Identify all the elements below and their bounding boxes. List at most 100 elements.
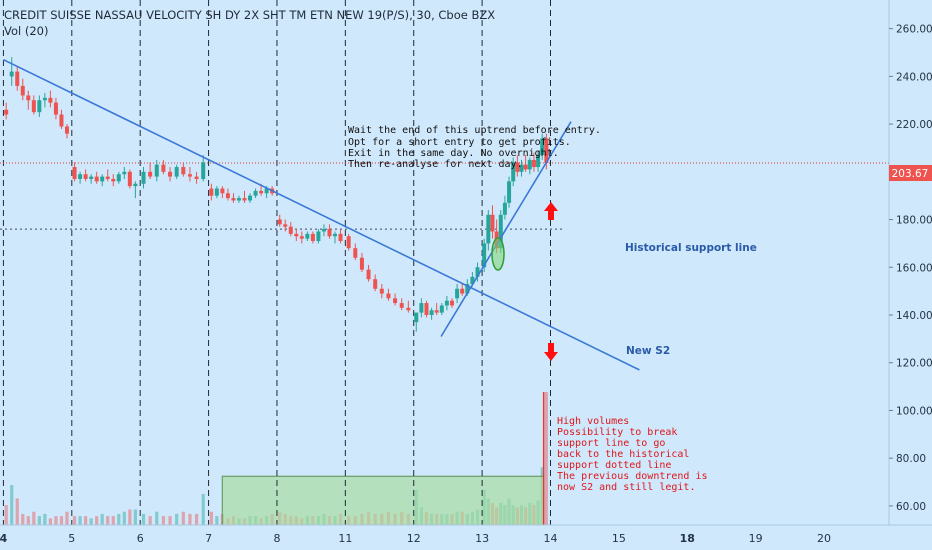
volume-bar [215, 516, 219, 525]
price-axis-label: 80.00 [896, 453, 926, 465]
price-axis-label: 100.00 [896, 405, 932, 417]
candle-body [536, 155, 541, 168]
candle-body [248, 195, 253, 201]
candle-body [236, 198, 241, 201]
time-axis-label: 11 [338, 532, 352, 545]
candle-body [214, 188, 219, 196]
time-axis-label: 20 [817, 532, 831, 545]
candle-body [288, 226, 293, 234]
time-axis[interactable]: 4 5 6 7 8 11 12 13 14 15 18 19 20 [0, 532, 831, 545]
candle-body [424, 303, 429, 315]
price-axis-label: 60.00 [896, 501, 926, 513]
candle-body [444, 300, 449, 306]
volume-bar [181, 511, 185, 525]
arrow-down-icon [544, 343, 558, 361]
downtrend-line [3, 58, 640, 371]
support-label: Historical support line [625, 242, 757, 254]
volume-note-line: back to the historical [557, 449, 689, 460]
candle-body [225, 193, 230, 199]
volume-bar [59, 516, 64, 525]
volume-bar [128, 509, 132, 525]
strategy-note-line: Then re-analyse for next day. [348, 159, 523, 170]
volume-bar [111, 516, 115, 525]
volume-bar [106, 516, 110, 525]
candle-body [20, 85, 25, 96]
candle-body [9, 71, 14, 77]
candle-body [460, 288, 465, 294]
price-axis-label: 140.00 [896, 310, 932, 322]
volume-bar [10, 485, 14, 525]
candle-body [321, 229, 326, 232]
price-axis[interactable]: 60.00 80.00 100.00 120.00 140.00 160.00 180.00… [889, 24, 932, 513]
price-axis-label: 240.00 [896, 71, 932, 83]
volume-note-line: support line to go [557, 438, 665, 449]
candle-body [105, 176, 110, 179]
volume-bar [26, 516, 30, 525]
candle-body [168, 171, 173, 177]
strategy-note-line: Exit in the same day. No overnight. [348, 148, 559, 159]
volume-bar [54, 516, 58, 525]
volume-bar [72, 516, 77, 525]
candle-body [419, 303, 424, 313]
candle-body [338, 233, 343, 242]
candle-body [64, 126, 69, 134]
candle-body [519, 164, 524, 172]
candle-body [486, 214, 491, 244]
candles-layer [4, 57, 549, 332]
candle-body [116, 174, 121, 182]
candle-body [94, 176, 99, 182]
volume-bar [4, 505, 8, 525]
new-s2-label: New S2 [626, 345, 670, 357]
candle-body [406, 307, 411, 311]
current-price-value: 203.67 [892, 168, 929, 180]
price-axis-label: 220.00 [896, 119, 932, 131]
volume-indicator-label[interactable]: Vol (20) [4, 24, 48, 38]
candle-body [148, 171, 153, 177]
volume-bar [37, 516, 41, 525]
time-axis-label: 15 [612, 532, 626, 545]
candle-body [42, 97, 47, 101]
candle-body [316, 231, 321, 242]
current-price-tag [889, 165, 932, 181]
volume-bar [21, 513, 25, 525]
time-axis-label: 12 [407, 532, 421, 545]
candle-body [78, 174, 83, 179]
candle-body [111, 178, 116, 182]
candle-body [511, 162, 516, 182]
candle-body [498, 214, 503, 249]
candle-body [161, 164, 166, 172]
volume-note-line: support dotted line [557, 460, 671, 471]
candle-body [72, 167, 77, 179]
price-axis-label: 160.00 [896, 262, 932, 274]
price-axis-label: 260.00 [896, 24, 932, 36]
candle-body [201, 162, 206, 179]
candle-body [429, 310, 434, 315]
volume-bar [65, 511, 69, 525]
candle-body [531, 159, 536, 168]
trendlines-layer [3, 58, 640, 371]
candle-body [540, 138, 545, 156]
candle-body [544, 138, 549, 164]
candle-body [455, 288, 460, 299]
candle-body [353, 248, 358, 258]
candle-body [48, 97, 53, 103]
candle-body [470, 276, 475, 284]
candle-body [53, 102, 58, 115]
candle-body [434, 310, 439, 313]
volume-bar [175, 513, 179, 525]
candle-body [194, 176, 199, 179]
time-axis-label: 5 [68, 532, 75, 545]
candle-body [379, 288, 384, 294]
candle-body [15, 71, 20, 86]
candle-body [4, 109, 9, 115]
volume-bar [194, 513, 199, 525]
candle-body [127, 171, 132, 187]
candle-body [399, 303, 404, 308]
candle-body [490, 214, 495, 232]
candle-body [386, 293, 391, 299]
volume-bar [78, 516, 82, 525]
candle-body [231, 198, 236, 201]
candle-body [414, 312, 419, 323]
volume-zone-layer [221, 392, 545, 526]
